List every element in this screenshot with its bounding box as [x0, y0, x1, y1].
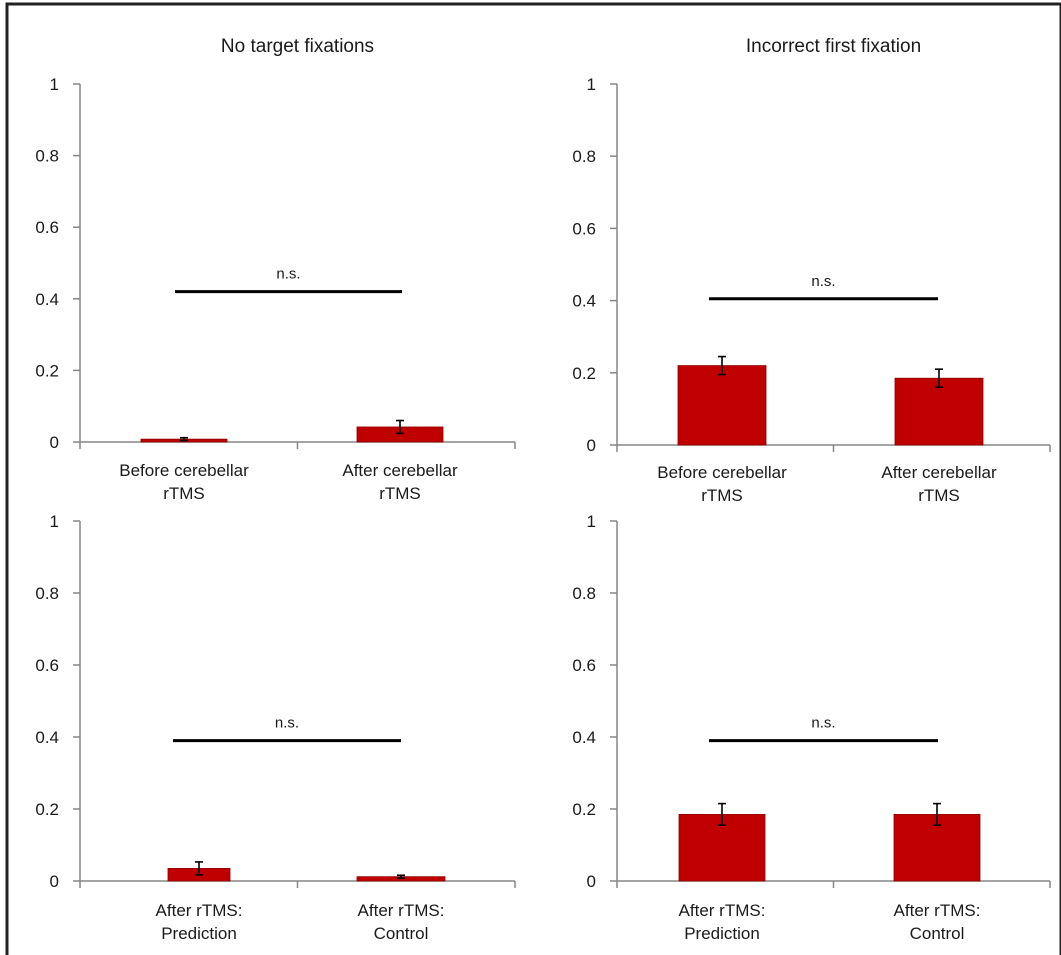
y-tick-label: 1 [50, 512, 59, 531]
x-tick-label: After cerebellar rTMS [342, 461, 458, 503]
bar [678, 814, 766, 882]
y-tick-label: 0.2 [35, 361, 59, 380]
x-tick-label-line: After rTMS: [358, 901, 445, 920]
y-tick-label: 0.8 [572, 147, 596, 166]
chart-panel-2: Incorrect first fixation 0 0.2 0.4 0.6 0.8 1 Be… [572, 36, 1051, 505]
x-tick-label-line: Before cerebellar [119, 461, 249, 480]
x-tick-label-line: rTMS [163, 484, 205, 503]
x-tick-label-line: Before cerebellar [657, 463, 787, 482]
y-tick-label: 1 [50, 75, 59, 94]
x-tick-label-line: After rTMS: [156, 901, 243, 920]
y-tick-label: 0 [587, 872, 596, 891]
bar [894, 377, 984, 446]
chart-panels: No target fixations 0 0.2 0.4 0.6 0.8 1 Before … [35, 36, 1051, 943]
y-tick-label: 0 [50, 872, 59, 891]
x-tick-label-line: rTMS [918, 486, 960, 505]
y-tick-label: 0.4 [572, 728, 596, 747]
x-tick-label: After cerebellar rTMS [881, 463, 997, 505]
x-tick-label: After rTMS: Control [358, 901, 445, 943]
x-tick-label-line: After rTMS: [894, 901, 981, 920]
x-tick-label-line: Prediction [684, 924, 760, 943]
x-tick-label: After rTMS: Control [894, 901, 981, 943]
bar [677, 365, 767, 446]
y-tick-label: 0.2 [35, 800, 59, 819]
x-tick-label: Before cerebellar rTMS [119, 461, 249, 503]
y-tick-label: 0.4 [35, 728, 59, 747]
x-tick-label-line: Control [910, 924, 965, 943]
y-tick-label: 0 [50, 433, 59, 452]
significance-label: n.s. [276, 266, 300, 283]
x-tick-label: After rTMS: Prediction [156, 901, 243, 943]
y-tick-label: 1 [587, 75, 596, 94]
y-tick-label: 0.2 [572, 800, 596, 819]
figure-frame [5, 2, 1061, 955]
y-tick-label: 0 [587, 436, 596, 455]
y-tick-label: 0.8 [35, 147, 59, 166]
y-tick-label: 0.6 [572, 656, 596, 675]
y-tick-label: 1 [587, 512, 596, 531]
y-tick-label: 0.8 [35, 584, 59, 603]
y-tick-label: 0.6 [35, 656, 59, 675]
y-tick-label: 0.6 [572, 219, 596, 238]
significance-label: n.s. [275, 715, 299, 732]
x-tick-label-line: Control [374, 924, 429, 943]
x-tick-label: After rTMS: Prediction [679, 901, 766, 943]
y-tick-label: 0.4 [35, 290, 59, 309]
x-tick-label-line: After rTMS: [679, 901, 766, 920]
chart-title: No target fixations [221, 36, 374, 57]
x-tick-label-line: rTMS [701, 486, 743, 505]
y-tick-label: 0.2 [572, 364, 596, 383]
y-tick-label: 0.8 [572, 584, 596, 603]
chart-panel-1: No target fixations 0 0.2 0.4 0.6 0.8 1 Before … [35, 36, 516, 503]
x-tick-label-line: After cerebellar [881, 463, 997, 482]
significance-label: n.s. [811, 715, 835, 732]
significance-label: n.s. [811, 273, 835, 290]
x-tick-label-line: After cerebellar [342, 461, 458, 480]
x-tick-label: Before cerebellar rTMS [657, 463, 787, 505]
y-tick-label: 0.4 [572, 292, 596, 311]
x-tick-label-line: Prediction [161, 924, 237, 943]
x-tick-label-line: rTMS [379, 484, 421, 503]
chart-title: Incorrect first fixation [746, 36, 921, 57]
y-tick-label: 0.6 [35, 218, 59, 237]
